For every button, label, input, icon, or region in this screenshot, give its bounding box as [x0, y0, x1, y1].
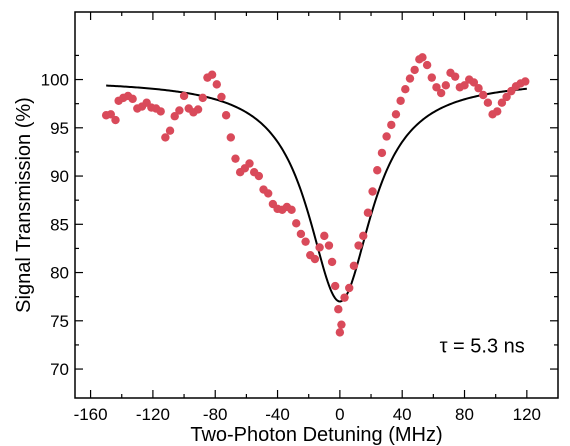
data-point: [349, 261, 359, 270]
tau-annotation: τ = 5.3 ns: [440, 336, 525, 358]
data-point: [226, 133, 236, 142]
data-point: [264, 189, 273, 198]
y-tick-label: 90: [50, 167, 69, 186]
data-point: [335, 328, 345, 337]
y-tick-label: 70: [50, 360, 69, 379]
data-point: [340, 293, 349, 302]
data-point: [111, 115, 120, 125]
data-point: [231, 154, 240, 163]
data-point: [373, 166, 382, 175]
axis-ticks: [75, 12, 558, 398]
x-tick-label: -80: [203, 405, 228, 424]
data-point: [493, 107, 502, 116]
y-tick-label: 100: [41, 71, 69, 90]
data-point: [330, 281, 340, 291]
data-point: [441, 81, 451, 90]
y-tick-label: 75: [50, 312, 69, 331]
data-point: [287, 205, 296, 215]
x-tick-label: -160: [74, 405, 108, 424]
y-tick-label: 80: [50, 264, 69, 283]
x-tick-label: 80: [455, 405, 474, 424]
y-tick-label: 95: [50, 119, 69, 138]
data-points: [101, 53, 530, 337]
data-point: [198, 93, 207, 103]
data-point: [207, 70, 217, 79]
y-tick-label: 85: [50, 215, 69, 234]
data-point: [310, 254, 320, 264]
data-point: [301, 237, 310, 246]
data-point: [410, 65, 419, 75]
data-point: [292, 219, 301, 228]
x-tick-label: 40: [393, 405, 412, 424]
data-point: [497, 98, 507, 107]
data-point: [432, 83, 441, 92]
data-point: [296, 229, 306, 239]
x-tick-label: -120: [136, 405, 170, 424]
x-tick-label: 120: [513, 405, 541, 424]
data-point: [479, 90, 488, 100]
data-point: [521, 77, 530, 86]
data-point: [193, 105, 203, 114]
fit-curve: [106, 84, 527, 303]
data-point: [436, 88, 446, 98]
data-point: [368, 187, 377, 196]
data-point: [156, 107, 165, 116]
data-point: [221, 111, 231, 120]
data-point: [345, 283, 354, 293]
data-point: [327, 257, 337, 267]
data-point: [359, 231, 368, 241]
data-point: [382, 132, 391, 141]
data-point: [418, 53, 427, 62]
data-point: [396, 96, 405, 105]
data-point: [334, 305, 343, 314]
data-point: [245, 159, 254, 168]
data-point: [469, 78, 479, 87]
data-point: [106, 110, 116, 119]
data-point: [161, 133, 170, 142]
data-point: [422, 60, 432, 70]
y-axis-title: Signal Transmission (%): [13, 97, 35, 313]
data-point: [450, 72, 460, 81]
plot-frame: [74, 11, 559, 399]
data-point: [387, 120, 396, 130]
data-point: [377, 148, 387, 158]
x-tick-label: -40: [265, 405, 290, 424]
data-point: [320, 231, 329, 241]
data-point: [128, 94, 137, 104]
fit-layer: [106, 84, 527, 303]
data-point: [391, 110, 401, 119]
data-point: [483, 98, 493, 107]
data-point: [324, 241, 334, 250]
data-point: [179, 91, 189, 101]
axis-tick-labels: -160 -120 -80 -40 0 40 80 120 70 75 80 85 90 95 100: [41, 71, 541, 424]
data-point: [502, 92, 511, 102]
data-point: [175, 106, 184, 115]
data-point: [165, 126, 175, 135]
data-point: [363, 208, 373, 217]
data-point: [254, 171, 264, 181]
data-point: [354, 241, 363, 250]
data-point: [401, 85, 410, 94]
data-point: [427, 73, 436, 82]
data-point: [315, 243, 324, 252]
data-point: [337, 320, 346, 329]
x-axis-title: Two-Photon Detuning (MHz): [190, 424, 442, 446]
data-point: [474, 84, 483, 93]
data-point: [460, 81, 469, 90]
data-point: [170, 112, 179, 121]
data-point: [405, 74, 415, 83]
data-point: [217, 92, 226, 102]
data-point: [212, 80, 221, 89]
x-tick-label: 0: [335, 405, 344, 424]
